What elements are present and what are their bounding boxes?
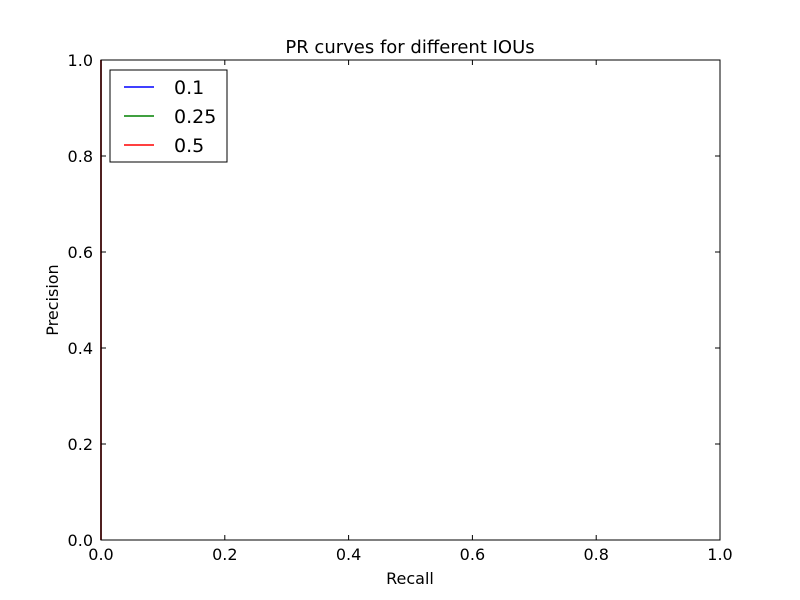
legend-label-0: 0.1 [174,77,204,99]
y-tick-label: 0.8 [68,147,93,166]
x-tick-label: 0.2 [212,545,237,564]
y-axis-label: Precision [43,264,62,335]
x-axis-label: Recall [386,569,434,588]
x-tick-label: 0.0 [88,545,113,564]
chart-title: PR curves for different IOUs [285,37,534,58]
y-tick-label: 0.6 [68,243,93,262]
plot-frame [100,59,721,541]
x-tick-label: 0.6 [460,545,485,564]
y-tick-label: 0.4 [68,339,93,358]
legend-label-1: 0.25 [174,106,216,128]
x-tick-label: 0.8 [583,545,608,564]
ticks-layer: 0.0 0.2 0.4 0.6 0.8 1.0 0.0 0.2 0.4 0.6 0.8 1.0 [68,51,733,564]
y-tick-label: 0.2 [68,435,93,454]
legend-label-2: 0.5 [174,135,204,157]
legend: 0.1 0.25 0.5 [109,69,228,163]
x-tick-label: 0.4 [336,545,361,564]
x-tick-label: 1.0 [707,545,732,564]
y-tick-label: 0.0 [68,531,93,550]
y-tick-label: 1.0 [68,51,93,70]
